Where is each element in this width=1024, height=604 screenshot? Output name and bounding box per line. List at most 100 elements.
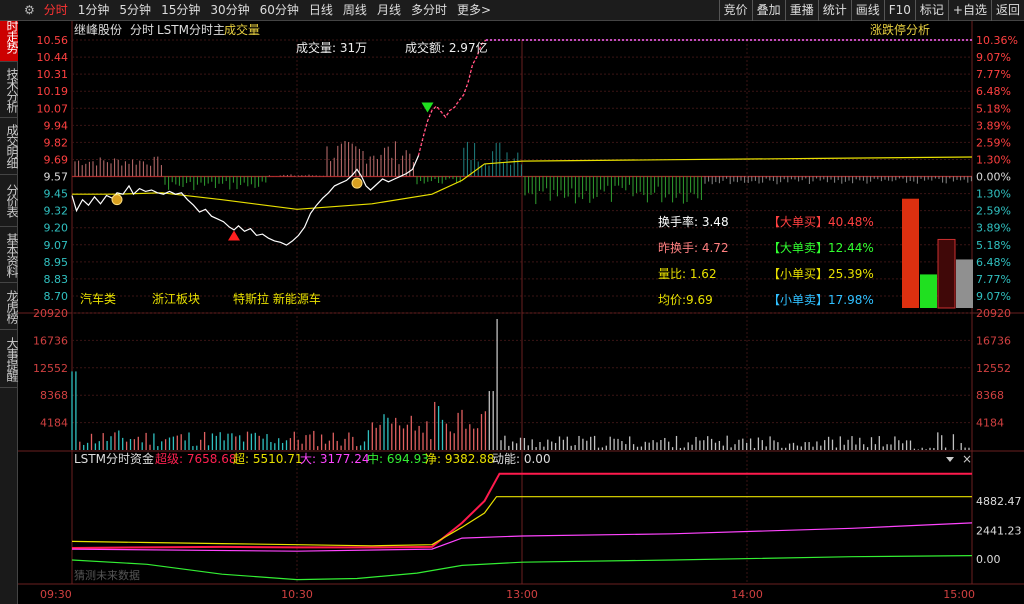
sidebar-tab-4[interactable]: 基本资料	[0, 227, 19, 283]
limit-analysis-label: 涨跌停分析	[870, 22, 930, 37]
price-tick-label: 9.45	[44, 188, 69, 201]
volume-tick-label: 4184	[40, 417, 68, 430]
fund-watermark: 猜测未来数据	[74, 568, 140, 582]
period-tab-1[interactable]: 1分钟	[77, 3, 110, 17]
toolbar-button-3[interactable]: 统计	[817, 0, 851, 21]
period-tab-0[interactable]: 分时	[43, 3, 68, 17]
toolbar-button-0[interactable]: 竞价	[718, 0, 752, 21]
period-tabs: ⚙ 分时 1分钟 5分钟 15分钟 30分钟 60分钟 日线 周线 月线 多分时 更多>	[0, 0, 496, 21]
fund-mid: 中: 694.93	[367, 451, 429, 466]
fund-tick-label: 0.00	[976, 553, 1001, 566]
order-dist-bar	[902, 198, 919, 308]
sidebar-tab-3[interactable]: 分价表	[0, 175, 19, 227]
sidebar-tab-1[interactable]: 技术分析	[0, 62, 19, 118]
volume-tick-label: 16736	[33, 334, 68, 347]
info-left: 昨换手: 4.72	[658, 241, 729, 255]
money-bag-icon	[111, 194, 123, 206]
pct-tick-label: 1.30%	[976, 188, 1011, 201]
price-tick-label: 8.95	[44, 256, 69, 269]
period-tab-7[interactable]: 周线	[342, 3, 367, 17]
fund-super: 超: 5510.71	[233, 451, 302, 466]
price-tick-label: 9.57	[44, 171, 69, 184]
fund-tick-label: 4882.47	[976, 495, 1022, 508]
fund-series-line	[71, 472, 972, 549]
fund-super-big: 超级: 7658.68	[155, 451, 236, 466]
order-dist-bar	[956, 259, 973, 308]
volume-tick-label: 8368	[40, 389, 68, 402]
volume-tick-label-right: 20920	[976, 307, 1011, 320]
pct-tick-label: 2.59%	[976, 205, 1011, 218]
pct-tick-label: 0.00%	[976, 171, 1011, 184]
indicator-name: LSTM分时主	[157, 23, 225, 37]
price-tick-label: 9.94	[44, 119, 69, 132]
fund-series-line	[71, 555, 973, 581]
fund-series-line	[71, 496, 972, 547]
pct-tick-label: 3.89%	[976, 222, 1011, 235]
info-left: 均价:9.69	[658, 293, 713, 307]
sector-tag: 浙江板块	[152, 292, 200, 306]
pct-tick-label: 6.48%	[976, 85, 1011, 98]
sidebar-tab-2[interactable]: 成交明细	[0, 118, 19, 175]
period-tab-3[interactable]: 15分钟	[161, 3, 201, 17]
info-left: 换手率: 3.48	[658, 214, 729, 229]
fund-net: 净: 9382.88	[425, 452, 494, 466]
toolbar-button-6[interactable]: 标记	[914, 0, 948, 21]
time-tick-label: 10:30	[281, 588, 313, 601]
info-right: 【小单卖】17.98%	[768, 293, 874, 307]
period-tab-10[interactable]: 更多>	[456, 3, 492, 17]
fund-big: 大: 3177.24	[300, 452, 369, 466]
pct-tick-label: 5.18%	[976, 102, 1011, 115]
period-tab-5[interactable]: 60分钟	[259, 3, 299, 17]
volume-legend-label: 成交量	[224, 22, 260, 37]
sector-tag: 汽车类	[80, 291, 116, 306]
order-dist-bar	[937, 238, 956, 309]
period-tab-6[interactable]: 日线	[308, 3, 333, 17]
period-tab-4[interactable]: 30分钟	[210, 3, 250, 17]
toolbar-button-5[interactable]: F10	[883, 0, 915, 21]
settings-gear-icon[interactable]: ⚙	[24, 3, 35, 17]
pct-tick-label: 9.07%	[976, 290, 1011, 303]
order-dist-bar	[920, 274, 937, 308]
buy-signal-icon	[228, 230, 240, 241]
toolbar-button-2[interactable]: 重播	[784, 0, 818, 21]
time-tick-label: 15:00	[943, 588, 975, 601]
price-tick-label: 10.19	[37, 85, 69, 98]
pct-tick-label: 2.59%	[976, 136, 1011, 149]
time-tick-label: 14:00	[731, 588, 763, 601]
price-tick-label: 8.70	[44, 290, 69, 303]
toolbar-button-1[interactable]: 叠加	[751, 0, 785, 21]
sidebar: 分时走势 技术分析 成交明细 分价表 基本资料 龙虎榜 大事提醒	[0, 0, 19, 604]
pct-tick-label: 6.48%	[976, 256, 1011, 269]
time-tick-label: 09:30	[40, 588, 72, 601]
pct-tick-label: 1.30%	[976, 153, 1011, 166]
toolbar-button-7[interactable]: +自选	[947, 0, 991, 21]
time-tick-label: 13:00	[506, 588, 538, 601]
price-tick-label: 10.44	[37, 51, 69, 64]
period-tab-2[interactable]: 5分钟	[119, 3, 152, 17]
toolbar-button-4[interactable]: 画线	[850, 0, 884, 21]
price-tick-label: 9.69	[44, 153, 69, 166]
volume-summary: 成交量: 31万	[296, 40, 367, 55]
price-tick-label: 10.31	[37, 68, 69, 81]
period-tab-8[interactable]: 月线	[376, 3, 401, 17]
period-tab-9[interactable]: 多分时	[410, 3, 447, 17]
sidebar-tab-5[interactable]: 龙虎榜	[0, 283, 19, 330]
price-tick-label: 9.82	[44, 136, 69, 149]
info-right: 【大单买】40.48%	[768, 215, 874, 229]
pct-tick-label: 9.07%	[976, 51, 1011, 64]
fund-panel-title: LSTM分时资金	[74, 451, 154, 466]
average-price-line	[72, 156, 973, 210]
volume-tick-label-right: 8368	[976, 389, 1004, 402]
toolbar-button-8[interactable]: 返回	[990, 0, 1024, 21]
sector-tag: 特斯拉 新能源车	[233, 291, 321, 306]
sidebar-tab-6[interactable]: 大事提醒	[0, 330, 19, 388]
sell-signal-icon	[421, 102, 434, 113]
amount-summary: 成交额: 2.97亿	[405, 40, 488, 55]
price-tick-label: 9.20	[44, 222, 69, 235]
chart-mode: 分时	[130, 23, 154, 37]
fund-series-line	[71, 522, 973, 552]
price-tick-label: 9.07	[44, 239, 69, 252]
info-right: 【大单卖】12.44%	[768, 241, 874, 255]
price-line	[71, 155, 420, 246]
